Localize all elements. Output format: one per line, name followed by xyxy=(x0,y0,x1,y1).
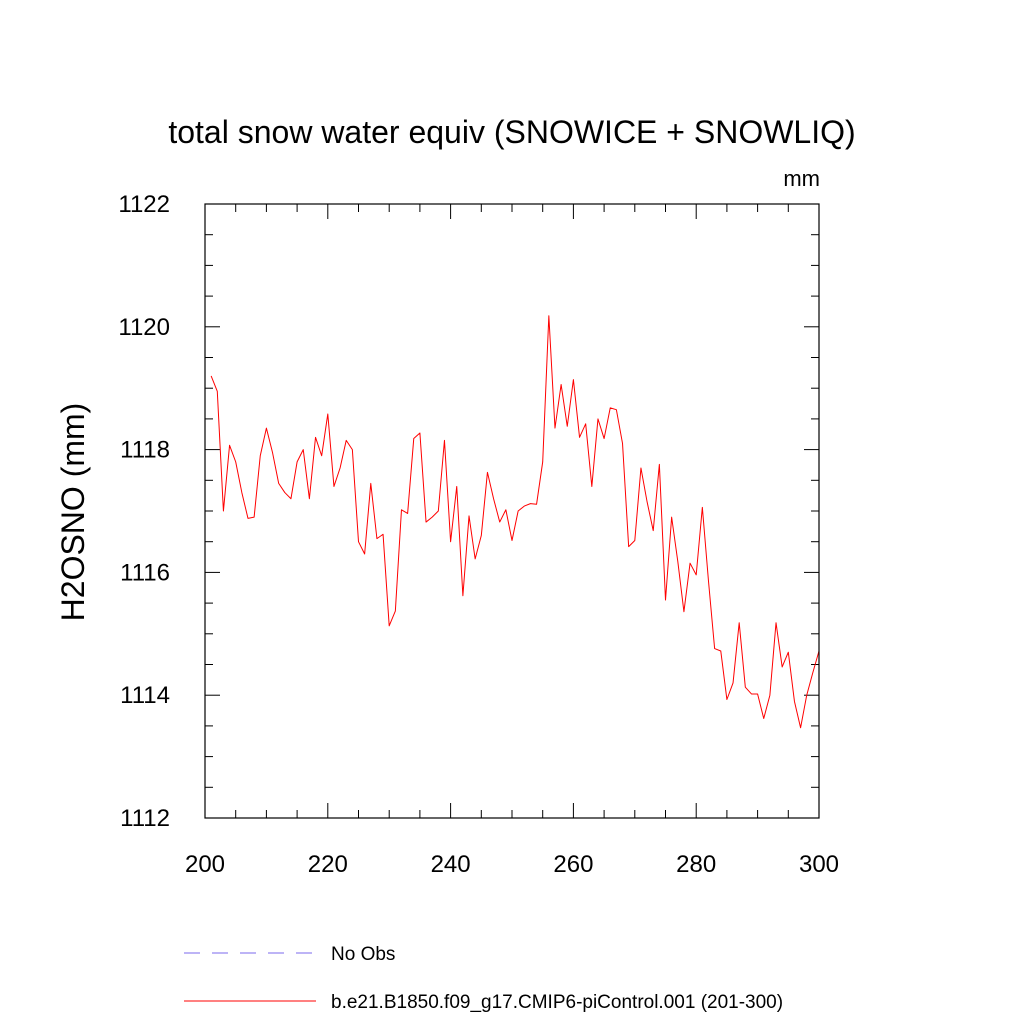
x-tick-label: 260 xyxy=(553,851,593,878)
y-tick-label: 1122 xyxy=(118,191,170,218)
y-tick-label: 1112 xyxy=(120,805,170,832)
chart-title: total snow water equiv (SNOWICE + SNOWLI… xyxy=(168,114,855,150)
x-tick-label: 300 xyxy=(799,851,839,878)
axis-tick-labels: 200 220 240 260 280 300 1112 1114 1116 1118 1120 11… xyxy=(118,191,839,878)
series-group xyxy=(210,315,820,729)
y-tick-label: 1116 xyxy=(120,559,170,586)
y-tick-label: 1120 xyxy=(118,314,170,341)
series-line xyxy=(210,315,820,729)
y-tick-label: 1118 xyxy=(120,437,170,464)
legend-label-no-obs: No Obs xyxy=(331,944,395,965)
x-tick-label: 240 xyxy=(431,851,471,878)
y-tick-label: 1114 xyxy=(120,682,170,709)
plot-frame xyxy=(204,203,820,819)
y-axis-label: H2OSNO (mm) xyxy=(55,403,91,622)
legend-label-model: b.e21.B1850.f09_g17.CMIP6-piControl.001 … xyxy=(331,992,783,1013)
legend: No Obs b.e21.B1850.f09_g17.CMIP6-piContr… xyxy=(184,944,783,1013)
units-label: mm xyxy=(783,166,820,191)
x-tick-label: 200 xyxy=(185,851,225,878)
x-tick-label: 220 xyxy=(308,851,348,878)
x-tick-label: 280 xyxy=(676,851,716,878)
axis-ticks xyxy=(204,203,820,819)
